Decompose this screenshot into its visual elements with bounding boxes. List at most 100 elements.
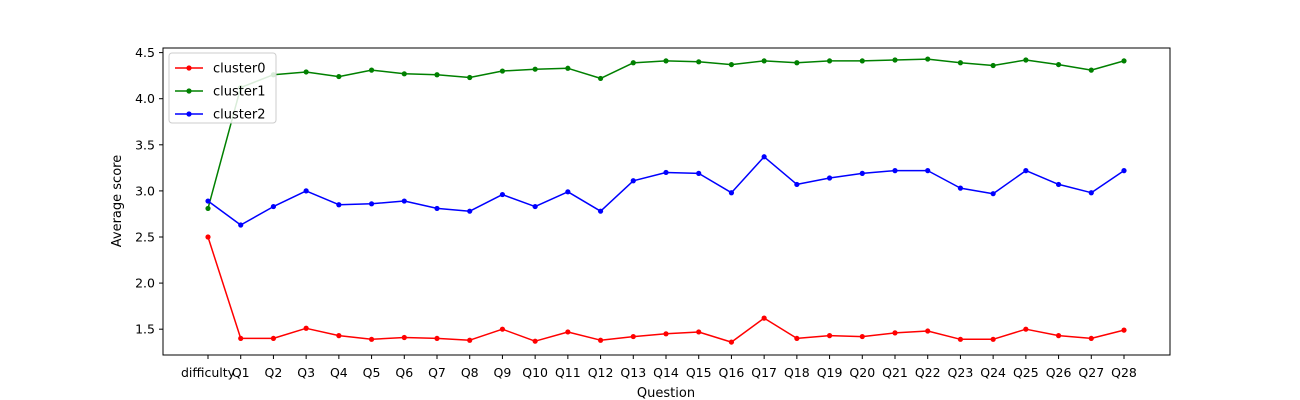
x-axis-label: Question xyxy=(637,386,695,400)
data-point-cluster2 xyxy=(892,168,898,174)
data-point-cluster1 xyxy=(597,75,604,82)
data-point-cluster1 xyxy=(303,69,309,75)
data-point-cluster0 xyxy=(1055,333,1062,339)
data-point-cluster2 xyxy=(925,168,931,174)
data-point-cluster0 xyxy=(270,335,277,342)
x-tick-label: Q10 xyxy=(522,365,548,380)
x-tick-label: Q12 xyxy=(588,365,614,380)
x-tick-label: Q16 xyxy=(719,365,745,380)
legend-swatch-marker xyxy=(186,88,192,94)
data-point-cluster2 xyxy=(499,191,506,198)
data-point-cluster0 xyxy=(532,338,538,344)
x-tick-label: Q21 xyxy=(882,365,908,380)
y-axis-label: Average score xyxy=(110,155,125,247)
data-point-cluster0 xyxy=(205,234,211,240)
data-point-cluster2 xyxy=(1023,168,1029,174)
data-point-cluster0 xyxy=(1023,326,1029,332)
data-point-cluster1 xyxy=(1055,61,1062,68)
x-tick-label: Q17 xyxy=(751,365,777,380)
x-tick-label: Q11 xyxy=(555,365,581,380)
data-point-cluster1 xyxy=(826,58,833,64)
legend-entry-cluster2: cluster2 xyxy=(213,108,265,123)
data-point-cluster0 xyxy=(696,329,702,335)
legend-box xyxy=(168,52,277,124)
data-point-cluster1 xyxy=(663,58,669,64)
data-point-cluster2 xyxy=(826,175,833,181)
legend-swatch-marker xyxy=(186,111,192,117)
data-point-cluster0 xyxy=(826,333,833,339)
data-point-cluster0 xyxy=(303,325,309,331)
data-point-cluster1 xyxy=(630,60,636,66)
data-point-cluster2 xyxy=(303,188,309,194)
data-point-cluster1 xyxy=(434,72,440,78)
data-point-cluster1 xyxy=(1023,57,1029,63)
data-point-cluster0 xyxy=(499,326,506,332)
data-point-cluster1 xyxy=(401,71,407,77)
data-point-cluster0 xyxy=(663,331,669,337)
data-point-cluster0 xyxy=(794,335,800,342)
x-tick-label: Q23 xyxy=(948,365,974,380)
y-tick-label: 2.5 xyxy=(135,229,155,244)
data-point-cluster1 xyxy=(990,62,996,69)
data-point-cluster2 xyxy=(401,198,407,204)
data-point-cluster2 xyxy=(565,189,571,195)
x-tick-label: Q13 xyxy=(620,365,646,380)
data-point-cluster0 xyxy=(238,335,244,342)
data-point-cluster1 xyxy=(336,73,342,80)
x-tick-label: Q2 xyxy=(265,365,283,380)
data-point-cluster1 xyxy=(794,60,800,66)
data-point-cluster2 xyxy=(1088,190,1094,196)
data-point-cluster0 xyxy=(1088,335,1094,342)
data-point-cluster1 xyxy=(1121,58,1127,64)
data-point-cluster2 xyxy=(728,190,735,196)
data-point-cluster0 xyxy=(990,336,996,342)
data-point-cluster2 xyxy=(696,170,702,176)
data-point-cluster2 xyxy=(532,203,538,210)
y-tick-label: 4.5 xyxy=(135,45,155,60)
data-point-cluster2 xyxy=(859,170,865,176)
data-point-cluster1 xyxy=(205,205,211,212)
data-point-cluster2 xyxy=(205,198,211,204)
data-point-cluster2 xyxy=(957,185,964,191)
data-point-cluster2 xyxy=(270,203,277,210)
x-tick-label: Q28 xyxy=(1111,365,1137,380)
x-tick-label: Q19 xyxy=(817,365,843,380)
data-point-cluster0 xyxy=(401,334,407,341)
data-point-cluster2 xyxy=(597,208,604,214)
y-tick-label: 2.0 xyxy=(135,276,155,291)
x-tick-label: Q8 xyxy=(461,365,479,380)
x-tick-label: Q7 xyxy=(428,365,446,380)
data-point-cluster0 xyxy=(630,333,636,340)
data-point-cluster1 xyxy=(532,66,538,72)
x-tick-label: Q20 xyxy=(849,365,875,380)
data-point-cluster0 xyxy=(957,336,964,342)
legend-entry-cluster0: cluster0 xyxy=(213,62,265,77)
y-tick-label: 1.5 xyxy=(135,322,155,337)
x-tick-label: Q14 xyxy=(653,365,679,380)
data-point-cluster2 xyxy=(990,191,996,197)
x-tick-label: Q18 xyxy=(784,365,810,380)
data-point-cluster2 xyxy=(238,222,244,228)
data-point-cluster2 xyxy=(1055,181,1062,188)
data-point-cluster0 xyxy=(892,330,898,336)
x-tick-label: Q5 xyxy=(363,365,381,380)
data-point-cluster2 xyxy=(434,205,440,212)
data-point-cluster0 xyxy=(467,337,473,343)
data-point-cluster2 xyxy=(663,169,669,176)
data-point-cluster0 xyxy=(859,333,865,340)
data-point-cluster1 xyxy=(728,61,735,68)
x-tick-label: Q9 xyxy=(494,365,512,380)
x-tick-label: Q3 xyxy=(297,365,315,380)
x-tick-label: Q27 xyxy=(1078,365,1104,380)
data-point-cluster1 xyxy=(925,56,931,62)
plot-frame xyxy=(162,47,1171,356)
legend: cluster0 cluster1 cluster2 xyxy=(168,52,277,124)
data-point-cluster2 xyxy=(336,202,342,208)
y-tick-label: 3.0 xyxy=(135,183,155,198)
data-point-cluster1 xyxy=(696,59,702,65)
x-tick-label: Q4 xyxy=(330,365,348,380)
data-point-cluster1 xyxy=(859,58,865,64)
data-point-cluster2 xyxy=(794,181,800,188)
x-tick-label: Q22 xyxy=(915,365,941,380)
